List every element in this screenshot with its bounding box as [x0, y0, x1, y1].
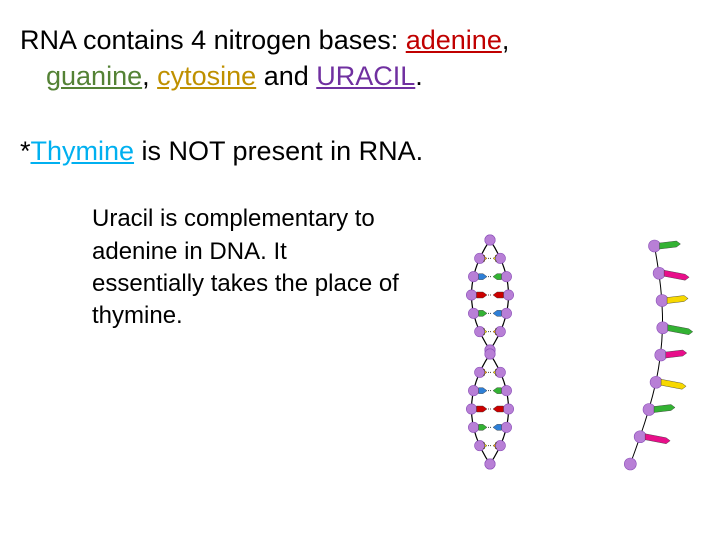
dna-rna-diagram	[410, 232, 700, 502]
diagram-svg	[410, 232, 700, 502]
body-paragraph: Uracil is complementary to adenine in DN…	[92, 203, 400, 333]
line2-tail: is NOT present in RNA.	[134, 136, 423, 166]
dna-helix-icon	[466, 235, 513, 469]
heading-text: RNA contains 4 nitrogen bases:	[20, 25, 406, 55]
word-and: and	[256, 61, 316, 91]
word-uracil: URACIL	[316, 61, 415, 91]
word-cytosine: cytosine	[157, 61, 256, 91]
heading-line-2: *Thymine is NOT present in RNA.	[20, 133, 700, 169]
star: *	[20, 136, 31, 166]
comma: ,	[142, 61, 157, 91]
word-thymine: Thymine	[31, 136, 135, 166]
comma: ,	[502, 25, 510, 55]
word-guanine: guanine	[46, 61, 142, 91]
rna-strand-icon	[624, 240, 692, 470]
heading-line-1: RNA contains 4 nitrogen bases: adenine, …	[20, 22, 700, 95]
period: .	[415, 61, 423, 91]
word-adenine: adenine	[406, 25, 502, 55]
